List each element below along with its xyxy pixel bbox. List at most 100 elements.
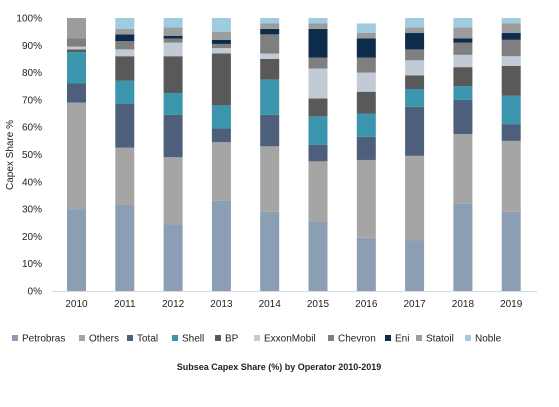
bar-chevron-2018	[453, 42, 473, 55]
bar-petrobras-2012	[163, 224, 183, 291]
bar-shell-2012	[163, 93, 183, 115]
bar-eni-2012	[163, 35, 183, 39]
y-tick-label: 60%	[22, 123, 42, 134]
legend-item-shell: Shell	[172, 334, 204, 345]
bar-noble-2019	[501, 18, 521, 24]
legend-label: Petrobras	[22, 334, 65, 345]
y-axis: 0% 10% 20% 30% 40% 50% 60% 70% 80% 90% 100%	[16, 14, 42, 298]
bar-statoil-2017	[405, 27, 425, 34]
bar-total-2015	[308, 144, 328, 162]
legend-label: Statoil	[426, 334, 454, 345]
bar-chevron-2013	[211, 43, 231, 49]
bar-total-2010	[67, 83, 86, 103]
bar-statoil-2014	[260, 23, 280, 29]
bar-bp-2017	[405, 75, 425, 89]
bar-shell-2010	[67, 52, 86, 84]
legend-swatch	[79, 335, 85, 341]
bar-total-2011	[115, 103, 135, 148]
x-tick-label: 2016	[355, 299, 378, 310]
legend-swatch	[127, 335, 133, 341]
bar-others-2011	[115, 147, 135, 206]
bar-noble-2015	[308, 18, 328, 24]
bar-others-2019	[501, 140, 521, 212]
x-tick-label: 2010	[65, 299, 88, 310]
bar-eni-2018	[453, 38, 473, 43]
x-tick-label: 2013	[210, 299, 233, 310]
bar-column-2017	[405, 18, 425, 291]
legend-item-bp: BP	[215, 334, 239, 345]
bar-exxonmobil-2014	[260, 53, 280, 59]
bar-column-2014	[260, 18, 280, 291]
bar-column-2011	[115, 18, 135, 291]
x-axis: 2010 2011 2012 2013 2014 2015 2016 2017 2018 2019	[65, 299, 522, 310]
bar-total-2016	[356, 136, 376, 160]
y-tick-label: 90%	[22, 41, 42, 52]
bar-total-2017	[405, 106, 425, 156]
bar-others-2012	[163, 157, 183, 225]
bar-eni-2019	[501, 33, 521, 40]
bar-petrobras-2018	[453, 203, 473, 291]
bar-shell-2018	[453, 86, 473, 100]
bar-bp-2018	[453, 67, 473, 87]
bar-chevron-2010	[67, 38, 86, 47]
y-tick-label: 30%	[22, 205, 42, 216]
y-axis-label: Capex Share %	[5, 120, 16, 190]
y-tick-label: 70%	[22, 95, 42, 106]
bar-chevron-2012	[163, 38, 183, 43]
bar-noble-2016	[356, 23, 376, 34]
bar-eni-2011	[115, 34, 135, 42]
x-tick-label: 2015	[307, 299, 330, 310]
legend-label: Total	[137, 334, 158, 345]
bar-eni-2017	[405, 33, 425, 50]
x-tick-label: 2011	[114, 299, 136, 310]
bar-chevron-2019	[501, 39, 521, 57]
x-tick-label: 2019	[500, 299, 523, 310]
y-tick-label: 100%	[16, 14, 42, 25]
bar-column-2018	[453, 18, 473, 291]
bar-column-2012	[163, 18, 183, 291]
bar-eni-2015	[308, 28, 328, 58]
bar-eni-2016	[356, 38, 376, 58]
bar-petrobras-2015	[308, 221, 328, 291]
legend-swatch	[254, 335, 260, 341]
chart-title: Subsea Capex Share (%) by Operator 2010-…	[177, 362, 382, 372]
bar-others-2016	[356, 159, 376, 238]
legend-swatch	[215, 335, 221, 341]
legend-item-others: Others	[79, 334, 119, 345]
bar-petrobras-2014	[260, 211, 280, 291]
legend-swatch	[416, 335, 422, 341]
bar-chevron-2011	[115, 41, 135, 50]
bar-chevron-2016	[356, 57, 376, 73]
bar-noble-2018	[453, 18, 473, 28]
bar-statoil-2018	[453, 27, 473, 39]
legend-label: BP	[225, 334, 239, 345]
bar-petrobras-2016	[356, 237, 376, 291]
bar-total-2018	[453, 99, 473, 135]
bar-column-2016	[356, 23, 376, 291]
legend-label: Shell	[182, 334, 204, 345]
bar-statoil-2019	[501, 23, 521, 34]
bar-chevron-2014	[260, 34, 280, 54]
bar-bp-2013	[211, 53, 231, 106]
bar-others-2015	[308, 161, 328, 222]
bar-bp-2019	[501, 65, 521, 96]
bar-total-2014	[260, 114, 280, 147]
bar-petrobras-2013	[211, 200, 231, 291]
x-tick-label: 2017	[403, 299, 426, 310]
bar-bp-2010	[67, 49, 86, 53]
bar-bp-2016	[356, 91, 376, 114]
bar-bp-2015	[308, 98, 328, 117]
bar-exxonmobil-2011	[115, 49, 135, 57]
bar-noble-2012	[163, 18, 183, 28]
bar-chevron-2015	[308, 57, 328, 69]
bar-total-2019	[501, 124, 521, 141]
bar-shell-2016	[356, 113, 376, 137]
legend-label: Others	[89, 334, 119, 345]
bar-petrobras-2011	[115, 205, 135, 291]
bar-statoil-2010	[67, 18, 86, 39]
legend-label: Chevron	[338, 334, 376, 345]
legend-label: Eni	[395, 334, 409, 345]
bar-others-2013	[211, 142, 231, 201]
bar-noble-2014	[260, 18, 280, 24]
